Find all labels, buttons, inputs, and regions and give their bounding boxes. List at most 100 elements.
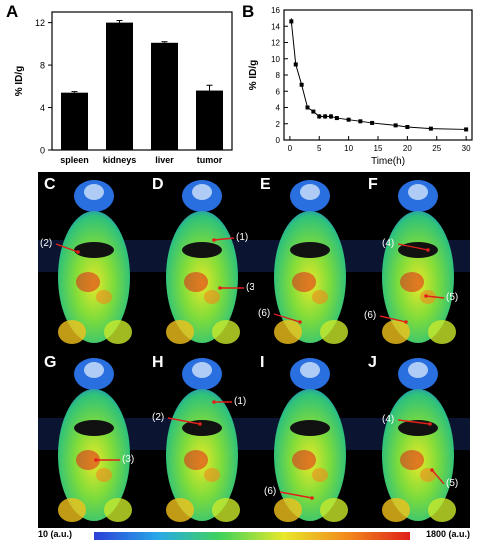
leg-hotspot [58,320,86,344]
colorbar: 10 (a.u.) 1800 (a.u.) [38,529,470,543]
x-axis-label-b: Time(h) [371,156,405,167]
organ-hotspot [96,290,112,304]
head-highlight [84,362,104,378]
image-panel-letter: J [368,354,377,371]
organ-hotspot [420,290,436,304]
organ-annotation: (2) [40,238,53,249]
annotation-arrow [213,237,235,241]
leg-hotspot [274,498,302,522]
annotation-arrowhead [212,400,216,404]
data-point [358,119,363,124]
data-point [329,114,333,119]
mouse-fluorescence-image [38,350,146,528]
y-tick-label-b: 8 [276,71,281,80]
head-highlight [84,184,104,200]
mouse-fluorescence-image [146,172,254,350]
mouse-fluorescence-image [254,350,362,528]
head-highlight [192,184,212,200]
lung-region [290,242,330,258]
y-tick-label-b: 16 [271,6,280,15]
mouse-fluorescence-image [254,172,362,350]
organ-hotspot [96,468,112,482]
data-point [299,82,304,87]
image-panel-letter: H [152,354,164,371]
organ-annotation: (6) [258,308,271,319]
organ-hotspot [312,468,328,482]
image-panel-h: H (1) (2) [146,350,254,528]
organ-annotation: (5) [446,478,459,489]
organ-annotation: (6) [364,310,377,321]
organ-annotation: (1) [236,232,249,243]
data-point [317,114,322,119]
y-axis-label-b: % ID/g [248,60,259,91]
lung-region [182,242,222,258]
image-panel-d: D (1) (3) [146,172,254,350]
x-tick-label-b: 20 [403,144,412,153]
y-tick-label-b: 4 [276,104,281,113]
annotation-arrow [397,419,431,425]
plot-frame-b [283,9,473,141]
y-tick-label-a: 4 [40,103,45,113]
annotation-arrowhead [430,468,434,472]
lung-region [74,420,114,436]
leg-hotspot [320,320,348,344]
leg-hotspot [212,498,240,522]
image-panel-letter: D [152,176,164,193]
bar-liver [151,42,178,150]
data-point [323,114,328,119]
leg-hotspot [274,320,302,344]
data-point [405,125,410,129]
data-point [393,123,398,128]
x-tick-label-kidneys: kidneys [103,155,137,165]
y-tick-label-b: 6 [276,87,281,96]
organ-annotation: (1) [234,396,247,407]
organ-hotspot [312,290,328,304]
lung-region [74,242,114,258]
organ-annotation: (3) [246,282,254,293]
annotation-arrowhead [426,248,430,252]
colorbar-gradient [94,532,410,540]
data-point [428,126,433,131]
x-tick-label-spleen: spleen [60,155,89,165]
annotation-arrow [273,313,301,323]
organ-hotspot [184,272,208,292]
y-tick-label-a: 0 [40,146,45,156]
y-tick-label-b: 2 [276,120,281,129]
lung-region [182,420,222,436]
x-tick-label-tumor: tumor [197,155,223,165]
panel-b-letter: B [242,2,255,21]
data-point [305,105,310,110]
y-axis-label-a: % ID/g [14,66,25,97]
data-point [370,120,375,125]
colorbar-max-label: 1800 (a.u.) [425,529,470,539]
annotation-arrowhead [424,294,428,298]
leg-hotspot [104,320,132,344]
leg-hotspot [382,320,410,344]
line-chart-blood-clearance: 0 2 4 6 8 10 12 14 16 0 5 10 15 20 25 30 Time(h) % ID/g [248,6,473,167]
x-tick-label-b: 5 [317,144,322,153]
image-panel-e: E (6) [254,172,362,350]
x-tick-label-b: 0 [288,144,293,153]
bar-kidneys [106,22,133,150]
head-highlight [408,184,428,200]
organ-annotation: (3) [122,454,135,465]
mouse-fluorescence-image [362,350,470,528]
x-tick-label-b: 30 [462,144,471,153]
y-tick-label-b: 14 [271,22,280,31]
organ-hotspot [400,450,424,470]
head-highlight [300,362,320,378]
annotation-arrow [167,417,201,425]
annotation-arrowhead [198,422,202,426]
head-highlight [300,184,320,200]
panel-a-letter: A [6,2,19,21]
organ-annotation: (4) [382,238,395,249]
data-point [311,109,316,114]
image-panel-letter: F [368,176,378,193]
annotation-arrowhead [404,320,408,324]
head-highlight [408,362,428,378]
image-panel-letter: C [44,176,56,193]
leg-hotspot [320,498,348,522]
y-tick-label-b: 12 [271,39,280,48]
bar-chart-organ-uptake: 0 4 8 12 spleen kidneys liver tumor % ID/g [14,11,233,165]
organ-annotation: (4) [382,414,395,425]
